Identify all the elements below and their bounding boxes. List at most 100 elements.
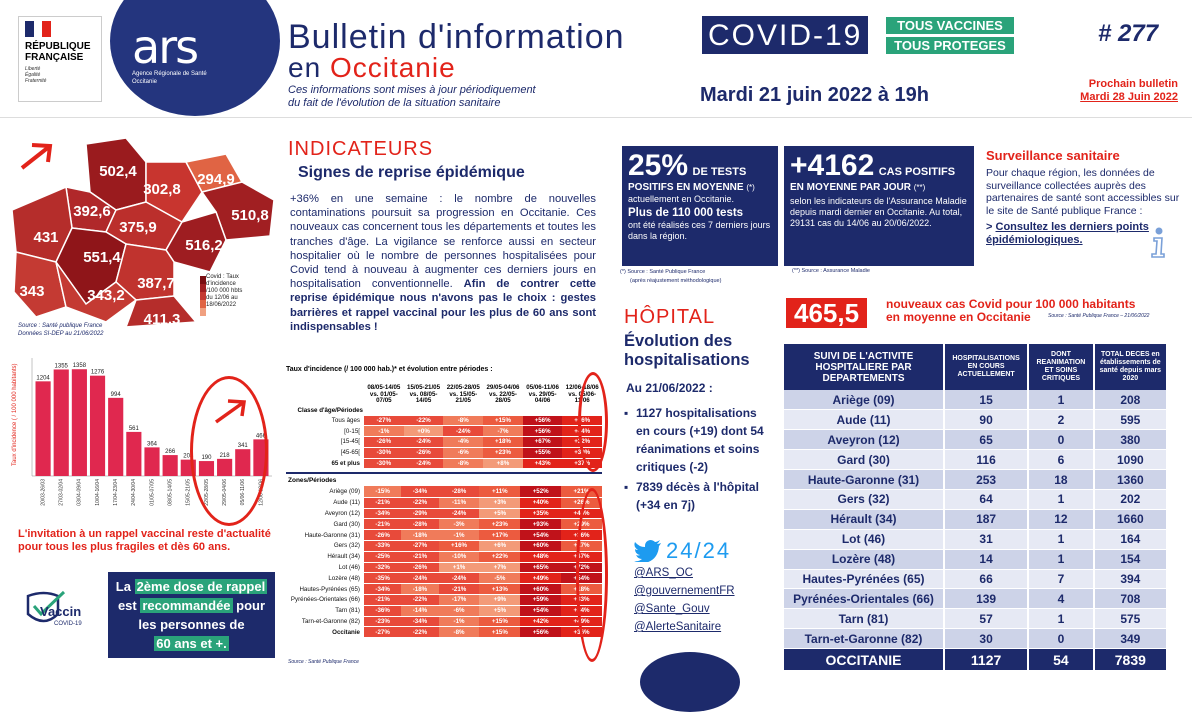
table-cell: +55%: [522, 447, 563, 459]
incidence-source: Source : Santé Publique France: [288, 659, 359, 665]
map-value-haute-garonne: 551,4: [83, 249, 121, 266]
vaccines-badge-2: TOUS PROTEGES: [886, 37, 1014, 54]
col-header: 15/05-21/05 vs. 08/05-14/05: [403, 375, 444, 416]
dept-name: Pyrénées-Orientales (66): [784, 588, 945, 610]
dept-name: Hérault (34): [784, 509, 945, 530]
table-cell: +11%: [479, 486, 521, 498]
table-cell: +17%: [479, 529, 521, 541]
table-cell: 1: [1028, 608, 1095, 630]
bar: [89, 375, 106, 476]
table-cell: -6%: [438, 605, 480, 617]
tests-source: (*) Source : Santé Publique France (après…: [620, 269, 722, 284]
table-cell: -27%: [401, 540, 439, 552]
table-cell: +93%: [520, 518, 562, 531]
table-row: Aude (11) -21% -22% -11% +3% +40% +26%: [286, 497, 602, 509]
dept-name: Hautes-Pyrénées (65): [784, 569, 945, 590]
twitter-handle-link[interactable]: @AlerteSanitaire: [634, 621, 722, 633]
twitter-handle-link[interactable]: @ARS_OC: [634, 567, 693, 579]
map-value-gers: 431: [33, 229, 58, 246]
twitter-handle-link[interactable]: @gouvernementFR: [634, 585, 735, 597]
dept-name: Lozère (48): [784, 549, 945, 570]
table-cell: 575: [1093, 608, 1169, 630]
table-cell: +60%: [520, 540, 562, 552]
indicators-subtitle: Signes de reprise épidémique: [298, 164, 525, 181]
vaccines-badge-1: TOUS VACCINES: [886, 17, 1014, 34]
table-cell: +15%: [479, 626, 521, 639]
highlight-ellipse: [576, 488, 608, 662]
highlight-ellipse: [190, 376, 268, 526]
incidence-caption: Taux d'incidence (/ 100 000 hab.)* et év…: [286, 366, 493, 373]
table-cell: -18%: [401, 583, 439, 595]
french-flag-icon: [25, 21, 52, 37]
twitter-section: 24/24 @ARS_OC @gouvernementFR @Sante_Gou…: [634, 538, 754, 636]
table-cell: +56%: [520, 626, 562, 639]
row-label: [45-65[: [286, 447, 364, 459]
x-tick-label: 20/03-26/03: [40, 479, 46, 506]
cases-stat-box: +4162 CAS POSITIFS EN MOYENNE PAR JOUR (…: [784, 146, 974, 266]
table-cell: -26%: [364, 529, 402, 541]
table-row: Pyrénées-Orientales (66) 139 4 708: [784, 588, 1169, 610]
map-value-lot: 502,4: [99, 163, 137, 180]
table-row: Gers (32) 64 1 202: [784, 489, 1169, 510]
bar-value-label: 994: [111, 392, 122, 398]
total-label: OCCITANIE: [784, 648, 945, 672]
total-cell: 7839: [1093, 648, 1169, 672]
x-tick-label: 27/03-02/04: [59, 479, 65, 506]
table-cell: 66: [944, 569, 1030, 590]
map-source: Source : Santé publique France Données SI…: [18, 323, 104, 337]
new-cases-banner: 465,5 nouveaux cas Covid pour 100 000 ha…: [786, 298, 1149, 328]
twitter-bird-icon: [634, 540, 661, 562]
table-cell: +56%: [522, 415, 563, 427]
table-cell: -34%: [401, 486, 439, 498]
table-cell: +0%: [403, 425, 444, 438]
dept-name: Gers (32): [784, 489, 945, 510]
total-cell: 54: [1028, 648, 1095, 672]
new-cases-text: nouveaux cas Covid pour 100 000 habitant…: [886, 297, 1136, 324]
hospital-date: Au 21/06/2022 :: [626, 381, 713, 395]
next-bulletin[interactable]: Prochain bulletin Mardi 28 Juin 2022: [1080, 78, 1178, 103]
cases-unit: CAS POSITIFS: [878, 166, 956, 178]
surveillance-link[interactable]: > Consultez les derniers points épidémio…: [986, 221, 1149, 246]
table-cell: 187: [944, 509, 1030, 530]
bar-value-label: 1358: [73, 363, 87, 369]
row-label: Tarn (81): [286, 605, 364, 617]
table-cell: -30%: [364, 458, 404, 470]
table-cell: 595: [1093, 409, 1169, 431]
table-cell: -21%: [438, 583, 480, 595]
bar-value-label: 561: [129, 426, 140, 432]
table-cell: -8%: [443, 415, 484, 427]
trend-arrow-icon: [214, 399, 247, 424]
table-cell: +42%: [520, 616, 562, 628]
republique-francaise-logo: RÉPUBLIQUE FRANÇAISE Liberté Égalité Frater…: [18, 16, 102, 102]
bar-value-label: 208: [183, 454, 194, 460]
table-cell: -10%: [438, 551, 480, 563]
bar-value-label: 1204: [36, 375, 50, 381]
table-cell: 202: [1093, 489, 1169, 510]
map-value-aude: 387,7: [137, 275, 175, 292]
table-cell: -6%: [443, 447, 484, 459]
bar: [126, 431, 142, 476]
table-cell: +15%: [483, 415, 523, 427]
header: RÉPUBLIQUE FRANÇAISE Liberté Égalité Frater…: [0, 0, 1192, 118]
table-cell: +15%: [479, 616, 521, 628]
new-cases-source: Source : Santé Publique France – 21/06/2…: [1048, 313, 1150, 319]
table-cell: +5%: [479, 508, 521, 520]
x-tick-label: 24/04-30/04: [131, 479, 137, 506]
table-cell: -21%: [364, 594, 402, 606]
table-row: Ariège (09) -15% -34% -28% +11% +52% +21%: [286, 486, 602, 498]
table-cell: -28%: [438, 486, 480, 498]
table-row: Tous âges -27% -22% -8% +15% +56% +36%: [286, 415, 602, 427]
table-cell: -15%: [364, 486, 402, 498]
table-cell: -32%: [364, 562, 402, 574]
row-label: Ariège (09): [286, 486, 364, 498]
table-cell: -21%: [364, 518, 402, 531]
twitter-handle-link[interactable]: @Sante_Gouv: [634, 603, 710, 615]
table-cell: -24%: [438, 572, 480, 585]
map-value-hautes-pyrenees: 343: [19, 283, 44, 300]
table-cell: 57: [944, 608, 1030, 630]
row-label: Aude (11): [286, 497, 364, 509]
table-cell: -24%: [438, 508, 480, 520]
dept-name: Gard (30): [784, 449, 945, 471]
table-cell: -26%: [401, 562, 439, 574]
x-tick-label: 15/05-21/05: [186, 479, 192, 506]
